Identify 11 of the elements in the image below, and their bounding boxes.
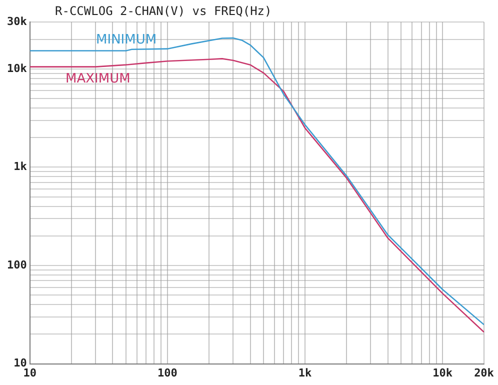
x-tick-label: 100 bbox=[158, 366, 178, 380]
series-label: MAXIMUM bbox=[66, 72, 130, 87]
y-tick-label: 30k bbox=[6, 14, 28, 28]
x-tick-label: 10k bbox=[432, 366, 453, 380]
chart-title: R-CCWLOG 2-CHAN(V) vs FREQ(Hz) bbox=[55, 4, 272, 18]
y-tick-label: 1k bbox=[14, 160, 28, 174]
y-tick-label: 100 bbox=[6, 258, 27, 272]
x-tick-label: 1k bbox=[298, 366, 312, 380]
y-tick-label: 10k bbox=[6, 62, 28, 75]
x-tick-label: 20k bbox=[474, 366, 494, 380]
series-label: MINIMUM bbox=[96, 32, 157, 48]
